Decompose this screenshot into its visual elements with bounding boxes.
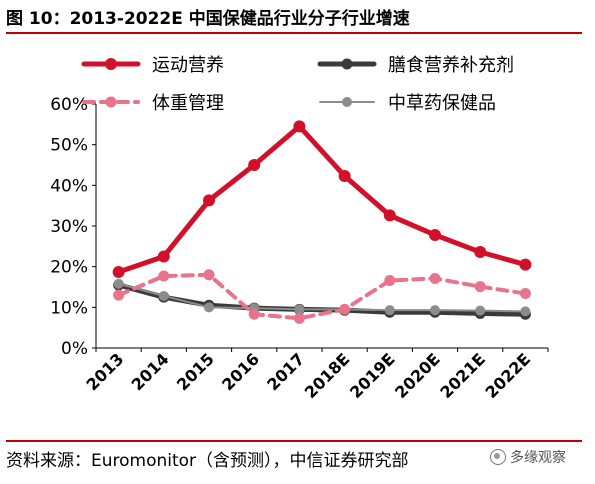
x-tick-label: 2016 <box>218 349 263 394</box>
data-point <box>475 305 486 316</box>
data-point <box>113 289 125 301</box>
y-tick-label: 60% <box>50 95 88 115</box>
data-point <box>158 290 169 301</box>
x-tick-label: 2021E <box>436 349 489 402</box>
data-point <box>383 209 396 222</box>
data-point <box>248 159 261 171</box>
x-tick-label: 2022E <box>482 349 535 402</box>
chart-title: 图 10：2013-2022E 中国保健品行业分子行业增速 <box>6 9 410 29</box>
data-point <box>203 194 215 207</box>
legend-marker <box>105 96 117 108</box>
legend-item-1: 运动营养 <box>81 55 224 76</box>
legend-item-4: 中草药保健品 <box>319 93 496 114</box>
line-chart: 0%10%20%30%40%50%60%2013 2014 2015 2016 2017… <box>50 55 549 402</box>
legend-label: 中草药保健品 <box>388 93 496 114</box>
y-tick-label: 40% <box>50 176 88 196</box>
title-rule <box>6 32 582 34</box>
data-point <box>474 281 486 293</box>
data-point <box>204 302 214 313</box>
watermark-text: 多缘观察 <box>510 450 566 466</box>
legend-item-2: 膳食营养补充剂 <box>317 55 514 76</box>
data-point <box>203 269 215 281</box>
legend-marker <box>342 97 352 107</box>
data-point <box>474 246 487 259</box>
data-point <box>293 120 306 133</box>
data-point <box>158 270 170 282</box>
series-line-4 <box>117 282 527 313</box>
legend-marker <box>105 58 117 70</box>
data-point <box>520 306 531 317</box>
data-point <box>430 305 440 316</box>
data-point <box>384 305 395 316</box>
data-point <box>384 274 396 286</box>
data-point <box>519 258 532 271</box>
y-tick-label: 10% <box>50 298 88 318</box>
data-point <box>157 250 170 263</box>
legend-label: 体重管理 <box>152 93 224 114</box>
y-tick-label: 30% <box>50 217 88 237</box>
series-line-3 <box>116 272 528 321</box>
x-tick-label: 2018E <box>301 349 354 402</box>
source-note: 资料来源：Euromonitor（含预测），中信证券研究部 <box>6 451 409 471</box>
y-tick-label: 50% <box>50 136 88 156</box>
watermark: 多缘观察 <box>490 447 566 467</box>
x-tick-label: 2020E <box>391 349 444 402</box>
y-tick-label: 0% <box>61 339 88 359</box>
x-tick-label: 2015 <box>173 349 218 394</box>
data-point <box>113 278 124 289</box>
x-tick-label: 2014 <box>128 349 173 394</box>
x-tick-label: 2013 <box>83 349 128 394</box>
data-point <box>339 303 351 315</box>
x-tick-label: 2019E <box>346 349 399 402</box>
data-point <box>294 304 305 315</box>
source-rule <box>6 440 582 442</box>
data-point <box>519 288 531 300</box>
data-point <box>112 265 125 278</box>
legend-marker <box>341 58 353 70</box>
data-point <box>248 308 260 320</box>
legend-label: 膳食营养补充剂 <box>388 55 514 76</box>
watermark-icon <box>490 449 506 465</box>
y-tick-label: 20% <box>50 258 88 278</box>
data-point <box>338 169 351 182</box>
data-point <box>429 272 441 284</box>
data-point <box>429 228 441 241</box>
series-line-1 <box>116 123 528 275</box>
legend-item-3: 体重管理 <box>82 93 224 114</box>
data-point <box>293 312 305 324</box>
legend-label: 运动营养 <box>152 55 224 76</box>
